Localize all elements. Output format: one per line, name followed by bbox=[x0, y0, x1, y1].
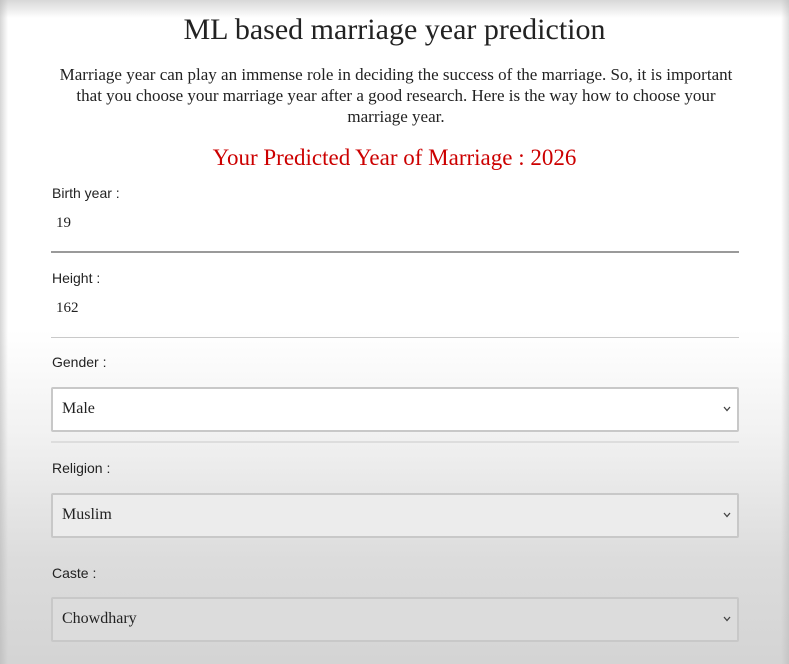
caste-selected-value: Chowdhary bbox=[62, 610, 137, 627]
chevron-down-icon bbox=[723, 616, 731, 622]
gender-label: Gender : bbox=[52, 354, 107, 370]
intro-text: Marriage year can play an immense role i… bbox=[59, 65, 733, 126]
religion-label: Religion : bbox=[52, 460, 111, 476]
height-underline bbox=[51, 337, 739, 338]
birth-year-input[interactable]: 19 bbox=[56, 215, 71, 231]
chevron-down-icon bbox=[723, 512, 731, 518]
chevron-down-icon bbox=[723, 406, 731, 412]
religion-select[interactable]: Muslim bbox=[51, 493, 739, 538]
left-shadow bbox=[0, 0, 8, 664]
caste-label: Caste : bbox=[52, 565, 97, 581]
birth-year-label: Birth year : bbox=[52, 185, 120, 201]
gender-select[interactable]: Male bbox=[51, 387, 739, 432]
religion-selected-value: Muslim bbox=[62, 506, 112, 523]
right-shadow bbox=[781, 0, 789, 664]
gender-selected-value: Male bbox=[62, 400, 95, 417]
page-title: ML based marriage year prediction bbox=[183, 13, 606, 46]
birth-year-underline bbox=[51, 251, 739, 253]
height-label: Height : bbox=[52, 270, 101, 286]
gender-divider bbox=[51, 441, 739, 443]
height-input[interactable]: 162 bbox=[56, 300, 79, 316]
caste-select[interactable]: Chowdhary bbox=[51, 597, 739, 642]
top-shadow bbox=[0, 0, 789, 18]
predicted-year-result: Your Predicted Year of Marriage : 2026 bbox=[212, 145, 577, 170]
